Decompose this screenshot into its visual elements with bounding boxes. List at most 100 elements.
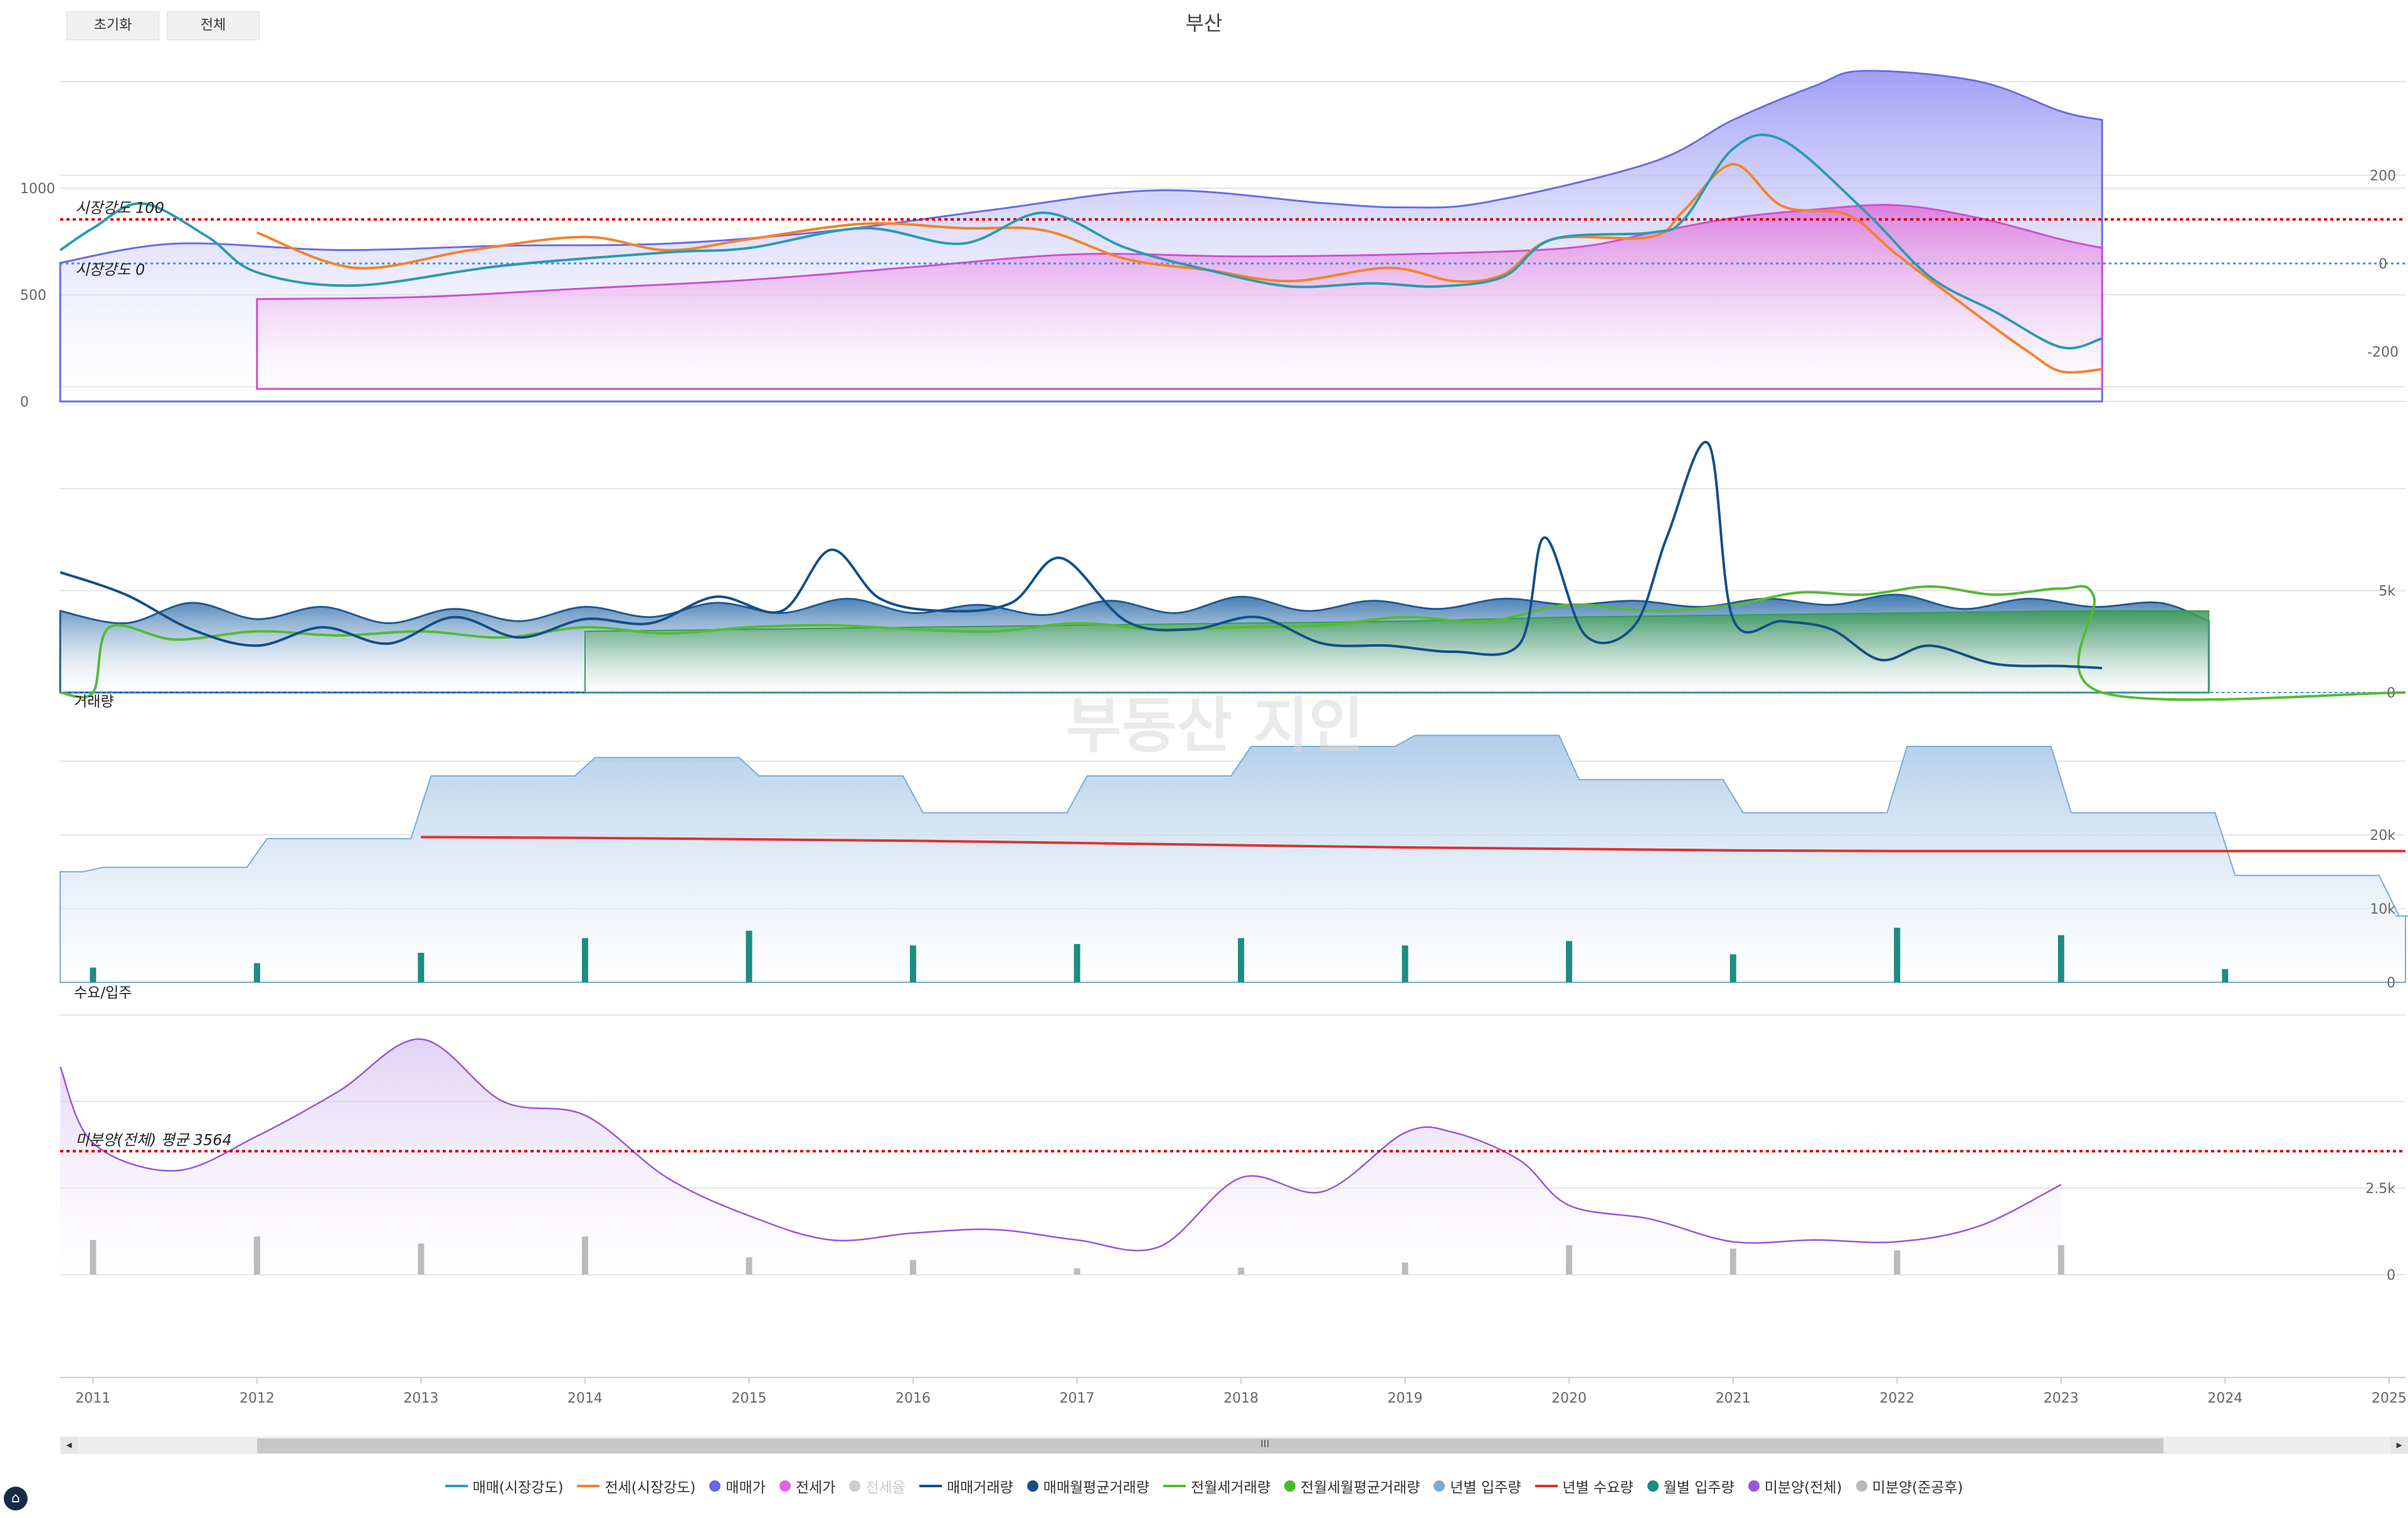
legend-item[interactable]: 미분양(전체) <box>1748 1475 1842 1497</box>
bar-unsold-completed <box>1729 1248 1736 1275</box>
x-tick-label: 2019 <box>1388 1391 1423 1406</box>
legend-item[interactable]: 년별 수요량 <box>1534 1475 1634 1497</box>
bar-unsold-completed <box>1894 1250 1901 1275</box>
x-tick-label: 2016 <box>895 1391 931 1406</box>
legend-item[interactable]: 월별 입주량 <box>1647 1475 1735 1497</box>
bar-unsold-completed <box>746 1257 752 1275</box>
bar-monthly-supply <box>1894 928 1901 982</box>
annotation-unsold-avg: 미분양(전체) 평균 3564 <box>75 1131 232 1149</box>
x-tick-label: 2018 <box>1223 1391 1259 1406</box>
scroll-right-icon[interactable]: ▸ <box>2390 1436 2408 1454</box>
legend-label: 년별 입주량 <box>1450 1480 1521 1496</box>
legend-label: 매매(시장강도) <box>472 1480 564 1496</box>
y-tick-label: 5k <box>2379 584 2395 600</box>
panel-label-supply: 수요/입주 <box>74 985 132 1001</box>
y-tick-label: 500 <box>20 288 46 304</box>
legend-line-icon <box>1534 1485 1558 1487</box>
y-tick-label: 0 <box>2387 686 2395 701</box>
x-tick-label: 2017 <box>1060 1391 1095 1406</box>
x-tick-label: 2012 <box>240 1391 275 1406</box>
scroll-left-icon[interactable]: ◂ <box>60 1436 78 1454</box>
x-tick-label: 2013 <box>403 1391 438 1406</box>
legend-item[interactable]: 매매월평균거래량 <box>1027 1475 1149 1497</box>
y-tick-label: 0 <box>2379 257 2387 272</box>
series-line-jeonse-strength <box>256 162 2103 374</box>
legend-label: 매매거래량 <box>946 1480 1013 1496</box>
legend-label: 월별 입주량 <box>1663 1480 1735 1496</box>
x-tick-label: 2020 <box>1551 1391 1587 1406</box>
x-tick-label: 2022 <box>1879 1391 1914 1406</box>
legend-item[interactable]: 전월세거래량 <box>1163 1475 1270 1497</box>
bar-monthly-supply <box>90 967 97 982</box>
legend-label: 년별 수요량 <box>1562 1480 1634 1496</box>
bar-unsold-completed <box>253 1236 260 1275</box>
legend-item[interactable]: 매매가 <box>709 1475 766 1497</box>
series-line-sale-volume <box>60 440 2103 669</box>
legend-dot-icon <box>1284 1480 1296 1492</box>
home-icon[interactable]: ⌂ <box>4 1487 28 1510</box>
bar-unsold-completed <box>581 1236 588 1275</box>
scroll-thumb[interactable] <box>257 1438 2163 1453</box>
bar-unsold-completed <box>1402 1262 1408 1275</box>
x-tick-label: 2015 <box>731 1391 766 1406</box>
series-line-sale-strength <box>59 133 2103 350</box>
legend-dot-icon <box>709 1480 721 1492</box>
series-area-jeonse-price <box>256 204 2103 390</box>
all-button[interactable]: 전체 <box>167 11 260 40</box>
legend-line-icon <box>919 1485 942 1487</box>
legend-label: 미분양(전체) <box>1764 1480 1842 1496</box>
bar-unsold-completed <box>910 1260 916 1275</box>
bar-monthly-supply <box>746 930 752 982</box>
bar-unsold-completed <box>1238 1267 1245 1275</box>
bar-unsold-completed <box>1566 1245 1573 1275</box>
legend-item[interactable]: 매매(시장강도) <box>445 1475 564 1497</box>
legend-label: 전세율 <box>865 1480 906 1496</box>
x-tick-label: 2025 <box>2372 1391 2407 1406</box>
x-tick-label: 2014 <box>568 1391 603 1406</box>
legend-label: 매매가 <box>726 1480 766 1496</box>
legend-item[interactable]: 미분양(준공후) <box>1856 1475 1963 1497</box>
legend-item[interactable]: 전세가 <box>779 1475 835 1497</box>
x-tick-label: 2023 <box>2044 1391 2079 1406</box>
legend-item[interactable]: 전세율 <box>849 1475 906 1497</box>
bar-unsold-completed <box>1074 1268 1080 1275</box>
series-area-unsold-total <box>60 1039 2061 1275</box>
bar-monthly-supply <box>1729 954 1736 982</box>
chart-legend: 매매(시장강도) 전세(시장강도) 매매가 전세가 전세율 매매거래량 매매월평균거래량 전월… <box>0 1475 2408 1497</box>
y-tick-label: -200 <box>2367 345 2399 361</box>
y-tick-label: 2.5k <box>2365 1181 2395 1197</box>
y-tick-label: 0 <box>20 395 29 410</box>
watermark: 부동산 지인 <box>1066 691 1364 761</box>
y-tick-label: 200 <box>2370 168 2396 184</box>
bar-monthly-supply <box>2222 969 2229 982</box>
legend-label: 매매월평균거래량 <box>1043 1480 1149 1496</box>
bar-unsold-completed <box>2057 1245 2064 1275</box>
reset-button[interactable]: 초기화 <box>66 11 159 40</box>
series-area-yearly-supply <box>60 735 2408 983</box>
legend-item[interactable]: 전세(시장강도) <box>577 1475 695 1497</box>
y-tick-label: 1000 <box>20 181 55 197</box>
y-tick-label: 0 <box>2387 1268 2395 1283</box>
legend-dot-icon <box>1027 1480 1038 1492</box>
legend-dot-icon <box>1856 1480 1867 1492</box>
bar-monthly-supply <box>1074 943 1080 982</box>
panel-label-volume: 거래량 <box>74 694 114 710</box>
bar-monthly-supply <box>418 953 425 982</box>
y-tick-label: 10k <box>2370 902 2395 918</box>
y-tick-label: 20k <box>2370 828 2395 844</box>
bar-monthly-supply <box>253 963 260 982</box>
bar-unsold-completed <box>418 1243 425 1275</box>
legend-item[interactable]: 년별 입주량 <box>1434 1475 1521 1497</box>
legend-item[interactable]: 전월세월평균거래량 <box>1284 1475 1420 1497</box>
legend-dot-icon <box>1647 1480 1659 1492</box>
legend-line-icon <box>577 1485 600 1487</box>
legend-dot-icon <box>1748 1480 1760 1492</box>
bar-monthly-supply <box>581 938 588 982</box>
scroll-grip: III <box>1260 1438 1270 1450</box>
bar-monthly-supply <box>1402 945 1408 982</box>
legend-dot-icon <box>779 1480 791 1492</box>
legend-label: 전월세거래량 <box>1190 1480 1270 1496</box>
legend-label: 전세(시장강도) <box>605 1480 696 1496</box>
legend-item[interactable]: 매매거래량 <box>919 1475 1013 1497</box>
